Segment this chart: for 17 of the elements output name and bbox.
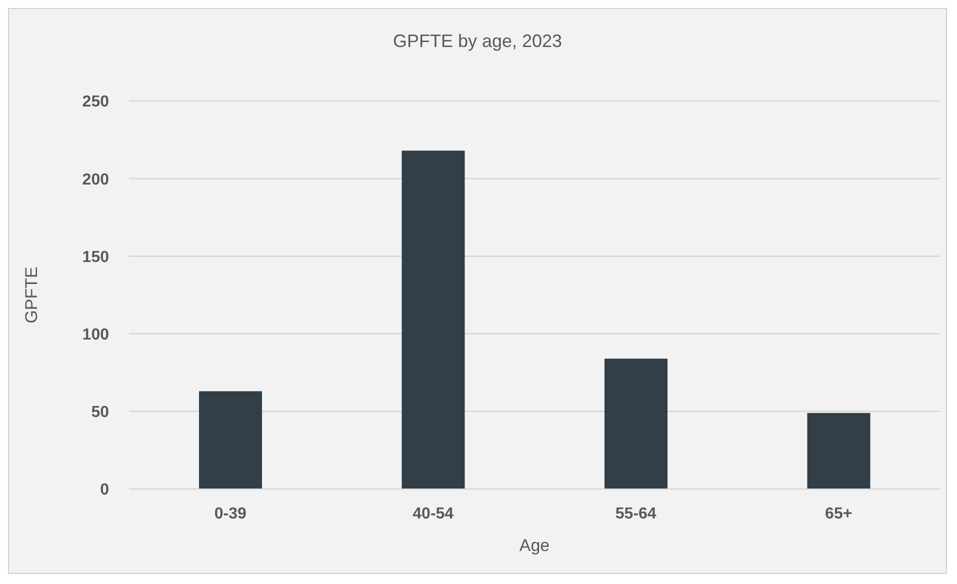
x-tick-label: 0-39: [214, 505, 246, 522]
y-tick-label: 200: [82, 171, 110, 188]
bar: [807, 412, 870, 489]
y-tick-label: 0: [100, 482, 110, 499]
bar: [604, 358, 668, 489]
bar: [402, 150, 465, 489]
y-tick-label: 100: [82, 326, 110, 344]
bar: [199, 391, 262, 489]
y-tick-label: 150: [82, 248, 110, 266]
x-tick-label: 40-54: [412, 505, 454, 522]
x-axis-title: Age: [519, 536, 550, 555]
y-tick-label: 250: [82, 94, 110, 111]
x-tick-label: 65+: [825, 505, 852, 522]
chart-title: GPFTE by age, 2023: [392, 31, 564, 52]
x-tick-label: 55-64: [615, 505, 656, 522]
y-tick-label: 50: [91, 404, 110, 422]
y-axis-title: GPFTE: [22, 266, 42, 324]
